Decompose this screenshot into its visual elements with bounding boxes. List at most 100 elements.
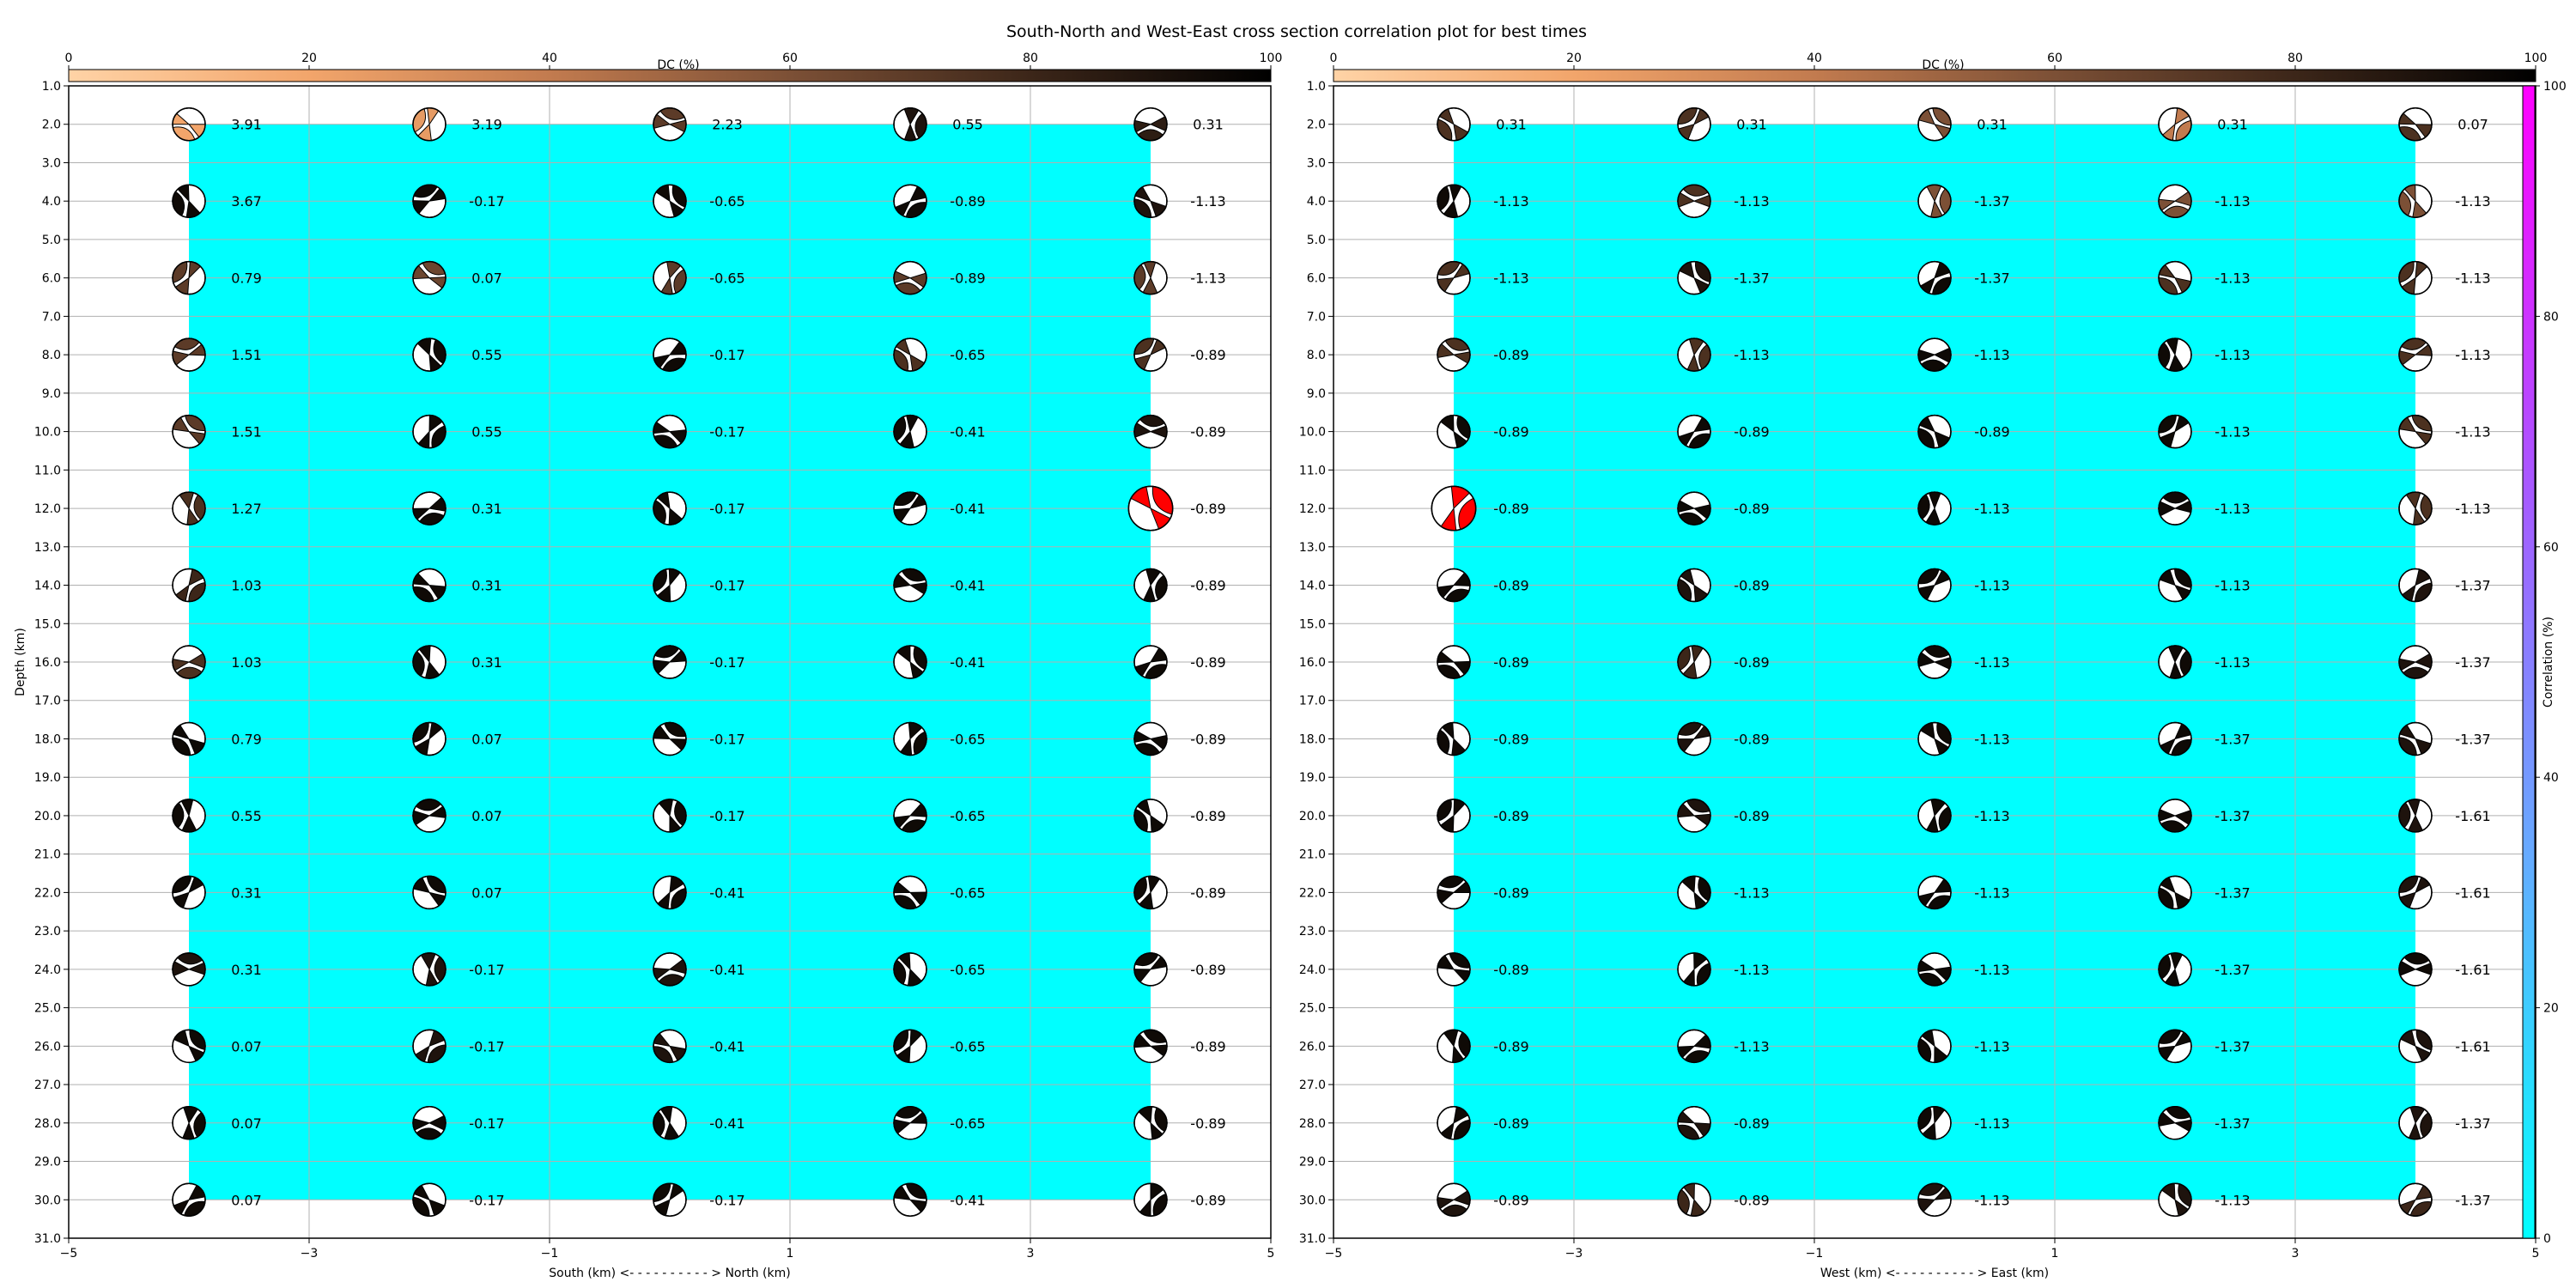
value-label: -1.37: [2455, 731, 2490, 747]
corr-colorbar-tick-label: 80: [2543, 310, 2559, 324]
y-tick-label: 18.0: [34, 732, 61, 746]
value-label: -0.89: [1190, 501, 1225, 517]
beachball-outline: [1677, 952, 1711, 987]
beachball: [1677, 337, 1711, 372]
beachball: [1133, 799, 1168, 833]
beachball: [1437, 568, 1471, 603]
beachball: [172, 337, 206, 372]
beachball-outline: [653, 414, 687, 449]
beachball-outline: [1133, 721, 1168, 756]
beachball: [893, 1182, 927, 1218]
dc-colorbar-tick-label: 60: [782, 52, 798, 65]
y-tick-label: 13.0: [1299, 541, 1326, 555]
value-label: 0.31: [471, 501, 502, 517]
beachball-outline: [653, 1106, 687, 1140]
y-tick-label: 25.0: [34, 1002, 61, 1016]
value-label: -0.89: [1190, 1038, 1225, 1054]
value-label: 0.07: [471, 808, 502, 824]
beachball-outline: [412, 414, 447, 449]
value-label: -0.65: [950, 808, 985, 824]
beachball-outline: [1917, 568, 1952, 603]
dc-colorbar-tick-label: 100: [1260, 52, 1283, 65]
value-label: -0.41: [950, 578, 985, 594]
value-label: 0.31: [1193, 117, 1224, 133]
value-label: 0.07: [231, 1115, 262, 1132]
y-tick-label: 22.0: [34, 886, 61, 900]
beachball-outline: [412, 568, 447, 603]
value-label: -0.89: [1190, 884, 1225, 901]
beachball: [1437, 721, 1471, 756]
y-tick-label: 18.0: [1299, 732, 1326, 746]
value-label: -1.13: [2215, 654, 2250, 671]
beachball-outline: [1677, 568, 1711, 603]
y-tick-label: 30.0: [1299, 1194, 1326, 1207]
beachball-outline: [653, 184, 687, 218]
beachball: [172, 260, 206, 295]
value-label: -1.13: [1734, 193, 1769, 210]
value-label: -0.41: [950, 1192, 985, 1208]
beachball: [1917, 260, 1952, 295]
value-label: -0.89: [1734, 501, 1769, 517]
y-tick-label: 24.0: [34, 963, 61, 977]
beachball: [1437, 799, 1471, 833]
y-tick-label: 23.0: [1299, 925, 1326, 939]
value-label: -0.65: [950, 347, 985, 363]
beachball: [893, 1029, 927, 1064]
value-label: -1.13: [1190, 270, 1225, 287]
beachball: [653, 106, 687, 142]
beachball-outline: [2158, 491, 2192, 526]
beachball-outline: [2158, 952, 2192, 987]
beachball: [893, 875, 927, 910]
x-tick-label: 3: [2292, 1247, 2300, 1261]
beachball: [653, 414, 687, 449]
beachball-outline: [653, 491, 687, 526]
value-label: 0.07: [471, 270, 502, 287]
beachball: [1917, 106, 1952, 142]
value-label: -0.89: [1734, 808, 1769, 824]
y-tick-label: 27.0: [1299, 1078, 1326, 1092]
value-label: -0.89: [1493, 884, 1528, 901]
beachball-outline: [1127, 485, 1174, 532]
beachball-outline: [2158, 184, 2192, 218]
value-label: 3.67: [231, 193, 262, 210]
correlation-colorbar: 0 20 40 60 80 100 Correlation (%): [2522, 80, 2567, 1246]
y-tick-label: 24.0: [1299, 963, 1326, 977]
value-label: 0.31: [2217, 117, 2248, 133]
beachball-outline: [2398, 337, 2433, 372]
beachball-outline: [2158, 645, 2192, 679]
beachball-outline: [653, 952, 687, 987]
beachball-outline: [2398, 645, 2433, 679]
beachball: [893, 645, 927, 679]
beachball-outline: [1437, 1029, 1471, 1064]
beachball-outline: [172, 952, 206, 987]
beachball-outline: [1677, 721, 1711, 756]
beachball-outline: [172, 184, 206, 218]
y-tick-label: 26.0: [1299, 1040, 1326, 1054]
beachball-outline: [1133, 1029, 1168, 1064]
value-label: 0.79: [231, 270, 262, 287]
beachball-outline: [1677, 799, 1711, 833]
beachball-outline: [1917, 1029, 1952, 1064]
value-label: -0.89: [1493, 578, 1528, 594]
y-tick-label: 11.0: [34, 464, 61, 477]
beachball: [172, 875, 206, 910]
beachball-outline: [172, 875, 206, 910]
x-tick-label: 1: [2051, 1247, 2059, 1261]
beachball: [2398, 645, 2433, 679]
beachball-outline: [412, 799, 447, 833]
value-label: -1.13: [1974, 1192, 2009, 1208]
y-tick-label: 31.0: [34, 1232, 61, 1246]
y-tick-label: 3.0: [1307, 156, 1326, 170]
value-label: -1.13: [1190, 193, 1225, 210]
beachball-outline: [412, 875, 447, 910]
beachball: [653, 1029, 687, 1064]
y-tick-label: 26.0: [34, 1040, 61, 1054]
value-label: -0.65: [950, 884, 985, 901]
beachball: [1917, 184, 1952, 218]
y-tick-label: 30.0: [34, 1194, 61, 1207]
beachball: [172, 491, 206, 526]
value-label: -1.13: [2215, 424, 2250, 440]
beachball-outline: [893, 491, 927, 526]
y-tick-label: 4.0: [1307, 195, 1326, 209]
beachball: [893, 184, 927, 218]
